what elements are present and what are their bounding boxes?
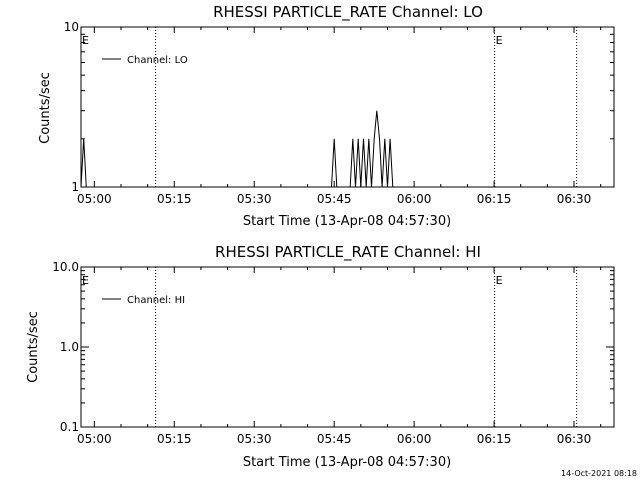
event-marker-label: E — [82, 274, 89, 287]
x-tick-label: 06:30 — [557, 192, 592, 206]
x-tick-label: 06:30 — [557, 432, 592, 446]
legend-entry: Channel: LO — [127, 55, 188, 66]
plot-frame — [80, 26, 615, 188]
x-tick-label: 06:00 — [397, 192, 432, 206]
y-axis-label: Counts/sec — [26, 311, 41, 383]
chart-title: RHESSI PARTICLE_RATE Channel: LO — [213, 3, 483, 22]
y-tick-label: 1.0 — [60, 340, 79, 354]
x-tick-label: 05:45 — [317, 432, 352, 446]
y-tick-label: 1 — [71, 180, 79, 194]
y-tick-label: 0.1 — [60, 420, 79, 434]
event-marker-label: E — [82, 34, 89, 47]
hi-channel-panel: RHESSI PARTICLE_RATE Channel: HI Counts/… — [26, 243, 615, 470]
x-tick-label: 05:00 — [77, 192, 112, 206]
x-tick-label: 05:45 — [317, 192, 352, 206]
footer-timestamp: 14-Oct-2021 08:18 — [561, 469, 637, 478]
chart-title: RHESSI PARTICLE_RATE Channel: HI — [215, 243, 481, 262]
x-tick-label: 06:15 — [477, 192, 512, 206]
y-tick-label: 10.0 — [52, 260, 79, 274]
x-axis-label: Start Time (13-Apr-08 04:57:30) — [243, 455, 451, 470]
event-marker-label: E — [496, 34, 503, 47]
x-axis-label: Start Time (13-Apr-08 04:57:30) — [243, 214, 451, 229]
y-tick-label: 10 — [64, 20, 79, 34]
x-tick-label: 06:00 — [397, 432, 432, 446]
plot-frame — [80, 266, 615, 428]
x-tick-label: 05:15 — [157, 432, 192, 446]
x-tick-label: 05:30 — [237, 432, 272, 446]
x-tick-label: 05:30 — [237, 192, 272, 206]
series-line — [80, 110, 394, 188]
y-axis-label: Counts/sec — [38, 72, 53, 144]
lo-channel-panel: RHESSI PARTICLE_RATE Channel: LO Counts/… — [38, 3, 615, 229]
event-marker-label: E — [496, 274, 503, 287]
x-tick-label: 06:15 — [477, 432, 512, 446]
x-tick-label: 05:15 — [157, 192, 192, 206]
legend-entry: Channel: HI — [127, 295, 185, 306]
x-tick-label: 05:00 — [77, 432, 112, 446]
